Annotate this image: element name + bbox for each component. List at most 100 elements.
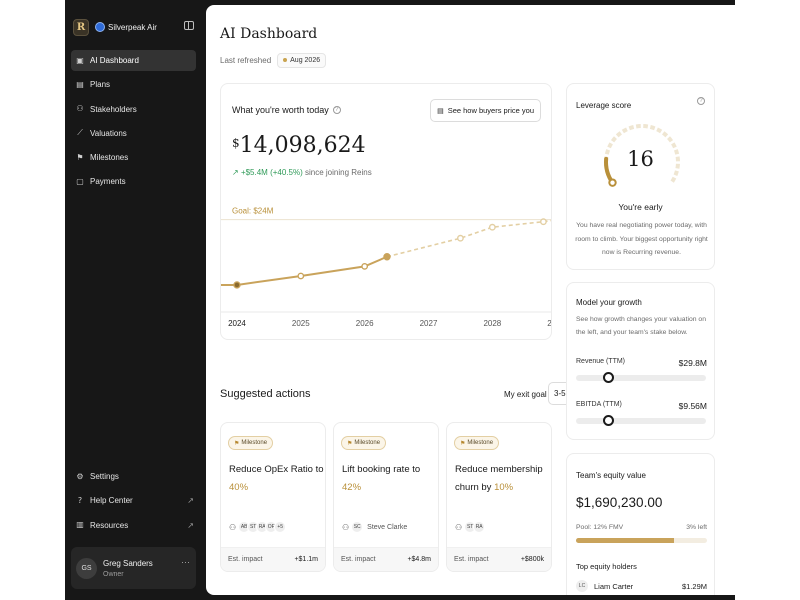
gauge-segment [610, 136, 617, 143]
x-tick-label: 2026 [356, 319, 374, 328]
sidebar-toggle-icon[interactable] [184, 21, 194, 30]
sidebar: R Silverpeak Air ▣ AI Dashboard ▤ Plans … [65, 0, 206, 600]
equity-value: $1,690,230.00 [576, 495, 663, 510]
globe-icon [95, 22, 105, 32]
action-title-text: Reduce OpEx Ratio to [229, 464, 324, 475]
avatar: LC [576, 580, 588, 592]
action-title: Reduce OpEx Ratio to 40% [229, 461, 325, 497]
suggested-actions-title: Suggested actions [220, 388, 311, 400]
refreshed-date-chip: Aug 2026 [277, 53, 327, 68]
nav-item-help-center[interactable]: ? Help Center ↗ [71, 490, 196, 511]
slider-handle[interactable] [603, 372, 614, 383]
help-icon: ? [77, 495, 83, 505]
slider-handle[interactable] [603, 415, 614, 426]
valuations-icon: ⟋ [77, 128, 83, 138]
ebitda-row: EBITDA (TTM) $9.56M [576, 401, 707, 411]
page-title: AI Dashboard [220, 26, 318, 42]
nav-item-payments[interactable]: ▢ Payments [71, 171, 196, 192]
nav-item-ai-dashboard[interactable]: ▣ AI Dashboard [71, 50, 196, 71]
leverage-status: You're early [618, 202, 663, 212]
action-title: Lift booking rate to 42% [342, 461, 438, 497]
gauge-segment [615, 131, 622, 138]
gauge-segment [649, 125, 656, 131]
projected-series-line [386, 219, 551, 258]
people-icon: ⚇ [229, 522, 237, 532]
leverage-title: Leverage score [576, 101, 632, 110]
pool-progress-fill [576, 538, 675, 543]
nav-item-label: Resources [90, 520, 129, 530]
data-point [361, 262, 369, 270]
nav-item-milestones[interactable]: ⚑ Milestones [71, 147, 196, 168]
ebitda-slider[interactable] [576, 415, 706, 426]
metric-label: EBITDA (TTM) [576, 401, 622, 408]
data-point [383, 253, 391, 261]
nav-item-label: Stakeholders [90, 104, 137, 114]
x-tick-label: 2024 [228, 319, 246, 328]
more-options-icon[interactable]: ··· [181, 557, 190, 567]
company-name: Silverpeak Air [108, 22, 157, 32]
nav-item-valuations[interactable]: ⟋ Valuations [71, 123, 196, 144]
nav-item-resources[interactable]: ▥ Resources ↗ [71, 515, 196, 536]
currency-symbol: $ [232, 136, 240, 150]
exit-goal-label: My exit goal [504, 390, 547, 399]
gauge-segment [662, 131, 669, 138]
stakeholders-icon: ⚇ [76, 104, 84, 114]
nav-item-stakeholders[interactable]: ⚇ Stakeholders [71, 99, 196, 120]
leverage-score-card: Leverage score ? 16 You're early You hav… [566, 83, 715, 270]
gauge-segment [656, 127, 663, 134]
revenue-slider[interactable] [576, 372, 706, 383]
gauge-segment [671, 142, 677, 149]
user-name: Greg Sanders [103, 558, 153, 568]
flag-icon: ⚑ [234, 440, 240, 447]
gauge-segment [673, 170, 679, 177]
nav-item-label: Payments [90, 177, 126, 187]
gauge-segment [670, 176, 677, 183]
projected-point [488, 223, 496, 231]
nav-item-settings[interactable]: ⚙ Settings [71, 466, 196, 487]
nav-item-plans[interactable]: ▤ Plans [71, 74, 196, 95]
metric-label: Revenue (TTM) [576, 358, 626, 365]
company-switcher[interactable]: R Silverpeak Air [73, 17, 198, 37]
people-icon: ⚇ [455, 522, 463, 532]
main-content: AI Dashboard Last refreshed Aug 2026 Wha… [206, 5, 735, 595]
action-card[interactable]: ⚑ Milestone Reduce membership churn by 10… [446, 422, 552, 572]
holder-value: $1.29M [681, 581, 707, 591]
leverage-description: You have real negotiating power today, w… [575, 222, 708, 256]
valuation-label: What you're worth today [232, 105, 329, 115]
milestone-badge: ⚑ Milestone [454, 436, 500, 450]
gauge-segment [628, 125, 635, 131]
valuation-delta: ↗ +$5.4M (+40.5%) since joining Reins [232, 168, 372, 177]
revenue-row: Revenue (TTM) $29.8M [576, 358, 707, 368]
info-icon[interactable]: ? [332, 106, 341, 114]
flag-icon: ⚑ [460, 440, 466, 447]
valuation-chart: Goal: $24M 2024 2025 2026 2027 2028 2029 [221, 207, 551, 328]
valuation-value: $14,098,624 [232, 133, 366, 158]
actual-series-line [221, 255, 388, 286]
last-refreshed: Last refreshed Aug 2026 [220, 53, 327, 68]
assignees: ⚇ ST RA [455, 520, 486, 534]
badge-label: Milestone [354, 440, 381, 446]
holder-row[interactable]: LC Liam Carter $1.29M [576, 580, 707, 592]
projected-point [540, 218, 547, 226]
see-buyers-price-button[interactable]: ▤ See how buyers price you [430, 99, 541, 122]
user-profile-card[interactable]: GS Greg Sanders Owner ··· [71, 547, 196, 589]
help-icon[interactable]: ? [697, 97, 705, 105]
action-card[interactable]: ⚑ Milestone Reduce OpEx Ratio to 40% ⚇ AB… [220, 422, 326, 572]
flag-icon: ⚑ [347, 440, 353, 447]
plans-icon: ▤ [76, 79, 84, 89]
assignees: ⚇ SC Steve Clarke [342, 520, 407, 534]
company-logo: R [73, 18, 89, 36]
milestones-icon: ⚑ [76, 152, 84, 162]
projected-point [457, 234, 464, 242]
payments-icon: ▢ [76, 176, 84, 186]
people-icon: ⚇ [342, 522, 350, 532]
gauge-segment [675, 163, 680, 169]
impact-row: Est. impact +$800k [447, 547, 551, 571]
assignee-avatar: SC [351, 521, 364, 533]
data-point [233, 281, 241, 289]
external-link-icon: ↗ [187, 520, 194, 530]
growth-title: Model your growth [576, 298, 642, 307]
gauge-segment [673, 149, 680, 155]
nav-item-label: Valuations [90, 128, 127, 138]
action-card[interactable]: ⚑ Milestone Lift booking rate to 42% ⚇ SC… [333, 422, 439, 572]
